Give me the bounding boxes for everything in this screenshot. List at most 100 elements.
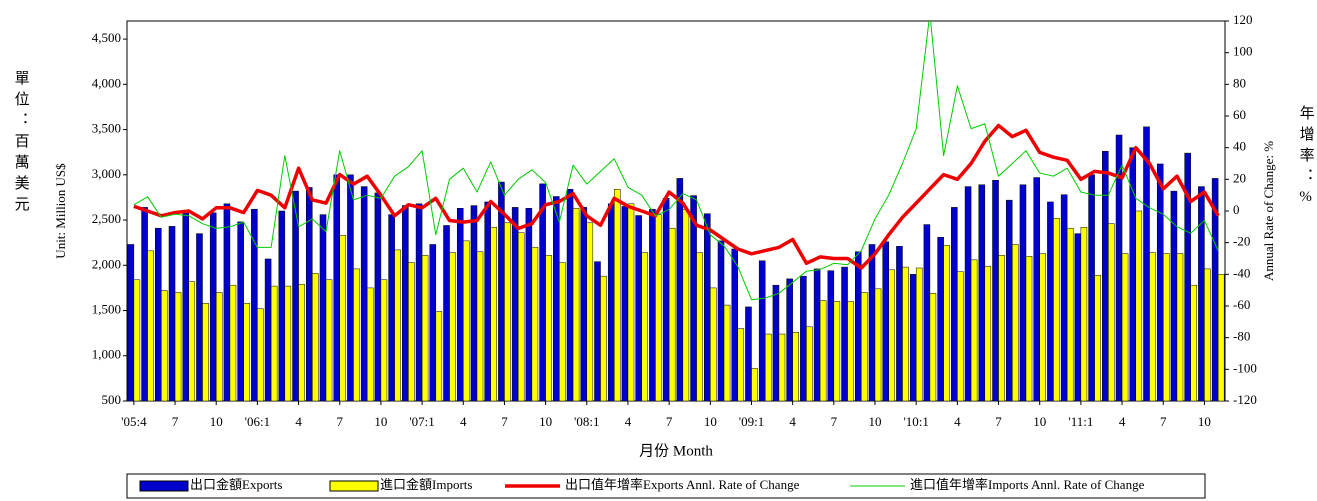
bar [662, 198, 670, 402]
bar [394, 249, 401, 402]
bar [1074, 233, 1082, 402]
bar [682, 208, 690, 402]
bar [737, 328, 745, 402]
bar [1047, 201, 1054, 402]
x-tick-label: '11:1 [1068, 414, 1093, 429]
bar [937, 236, 944, 402]
bar [553, 196, 560, 402]
x-tick-label: '08:1 [574, 414, 599, 429]
bar [1198, 186, 1205, 402]
bar [215, 292, 223, 402]
bar [1162, 253, 1170, 402]
bar [429, 244, 437, 402]
bar [229, 284, 237, 402]
bar [545, 255, 552, 402]
x-tick-label: 4 [625, 414, 632, 429]
bar [1039, 253, 1047, 402]
bar [854, 251, 862, 402]
bar [964, 186, 972, 402]
bar [408, 262, 415, 402]
bar [915, 267, 923, 402]
y2-tick-label: -120 [1233, 392, 1257, 407]
x-tick-label: 7 [336, 414, 343, 429]
bar [209, 212, 217, 402]
bar [1005, 199, 1013, 402]
x-tick-label: 4 [954, 414, 961, 429]
bar [388, 214, 395, 402]
bar [353, 268, 360, 402]
bar [751, 368, 758, 402]
y-label: Unit: Million US$ [53, 163, 68, 259]
y-tick-label: 3,000 [92, 166, 121, 181]
bar [243, 303, 250, 402]
bar [278, 210, 286, 402]
bar [992, 179, 999, 402]
legend-label: 出口金額Exports [190, 477, 282, 492]
bar [874, 288, 882, 402]
bar [270, 285, 278, 402]
bar [607, 203, 615, 402]
bar [339, 235, 347, 402]
x-tick-label: 10 [210, 414, 223, 429]
x-tick-label: 7 [995, 414, 1002, 429]
bar [833, 301, 841, 402]
lines [133, 21, 1220, 301]
bar [745, 306, 752, 402]
bar [251, 208, 258, 402]
legend-label: 出口值年增率Exports Annl. Rate of Change [565, 477, 800, 492]
bar [1149, 252, 1156, 402]
bar [1184, 152, 1191, 402]
bar [1190, 284, 1197, 402]
bar [202, 303, 209, 402]
bar [1102, 151, 1109, 402]
bar [957, 271, 964, 402]
bar [415, 203, 423, 402]
bar [676, 178, 684, 402]
bar [902, 266, 909, 402]
bar [147, 250, 154, 402]
y-tick-label: 4,000 [92, 75, 121, 90]
bar [1080, 227, 1088, 402]
bar [470, 205, 478, 402]
x-tick-label: '09:1 [739, 414, 764, 429]
bar [182, 212, 190, 402]
bar [174, 292, 182, 402]
bar [627, 203, 635, 402]
bar [868, 244, 876, 402]
bar [325, 279, 333, 402]
x-tick-label: '07:1 [409, 414, 434, 429]
bar [970, 259, 978, 402]
bar [298, 284, 305, 402]
bar [360, 186, 368, 402]
bar [984, 265, 992, 402]
bar [223, 203, 231, 402]
bar [764, 333, 772, 402]
bar [525, 208, 533, 402]
bar [786, 278, 793, 402]
y-tick-label: 4,500 [92, 30, 121, 45]
bar [827, 270, 835, 402]
y2-tick-label: -40 [1233, 265, 1250, 280]
legend-label: 進口金額Imports [380, 477, 472, 492]
x-tick-label: 7 [1160, 414, 1167, 429]
bar [819, 300, 827, 402]
legend-swatch [139, 480, 189, 492]
bar [841, 266, 848, 402]
bar [402, 205, 409, 402]
bar [196, 233, 203, 402]
bar [896, 246, 903, 402]
bar [476, 251, 484, 402]
bar [435, 311, 443, 402]
y2-tick-label: -20 [1233, 234, 1250, 249]
y-tick-label: 1,500 [92, 302, 121, 317]
bar [188, 281, 196, 402]
bar [1135, 210, 1143, 402]
bar [704, 213, 711, 402]
x-tick-label: '10:1 [903, 414, 928, 429]
bar [909, 274, 917, 402]
bar [517, 232, 525, 402]
bar [319, 214, 327, 402]
y-tick-label: 3,500 [92, 121, 121, 136]
bar [1012, 244, 1019, 402]
bar [1053, 217, 1060, 402]
